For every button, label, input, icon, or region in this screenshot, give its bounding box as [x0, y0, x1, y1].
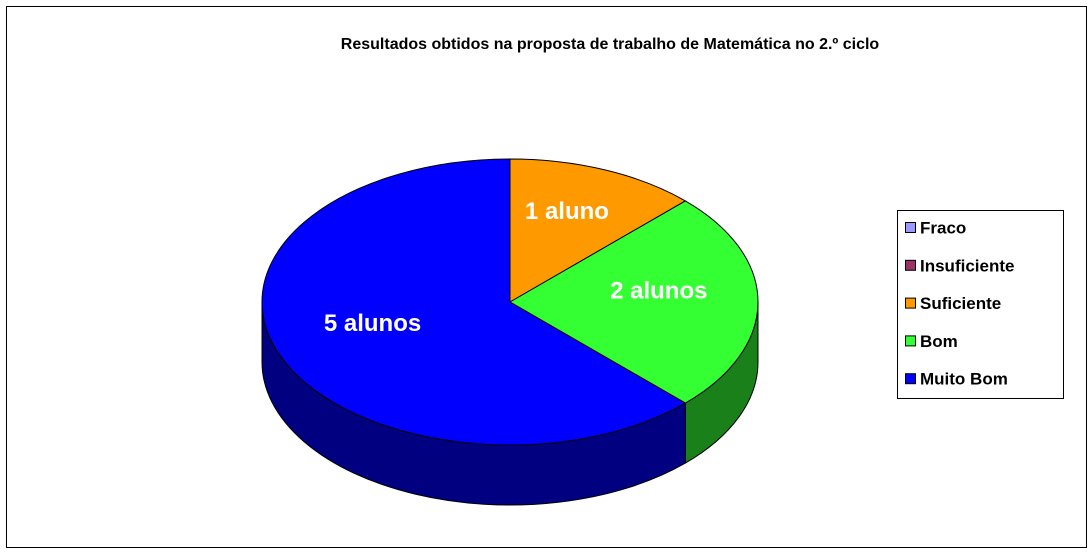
legend-label: Fraco	[920, 218, 966, 237]
legend-label: Suficiente	[920, 294, 1001, 313]
legend-swatch	[905, 259, 916, 271]
slice	[508, 200, 759, 404]
slice	[509, 158, 687, 303]
legend-swatch	[905, 335, 916, 347]
legend-label: Bom	[920, 332, 958, 351]
legend-swatch	[905, 373, 916, 385]
legend-label: Insuficiente	[920, 256, 1014, 275]
legend-swatch	[905, 297, 916, 309]
slice	[261, 158, 687, 446]
legend-box	[897, 210, 1064, 399]
slice-label: 1 aluno	[525, 198, 609, 225]
legend-swatch	[905, 222, 916, 233]
legend-label: Muito Bom	[920, 370, 1008, 389]
chart-title: Resultados obtidos na proposta de trabal…	[341, 36, 880, 53]
slice-label: 5 alunos	[324, 310, 421, 337]
slice-label: 2 alunos	[610, 277, 707, 304]
